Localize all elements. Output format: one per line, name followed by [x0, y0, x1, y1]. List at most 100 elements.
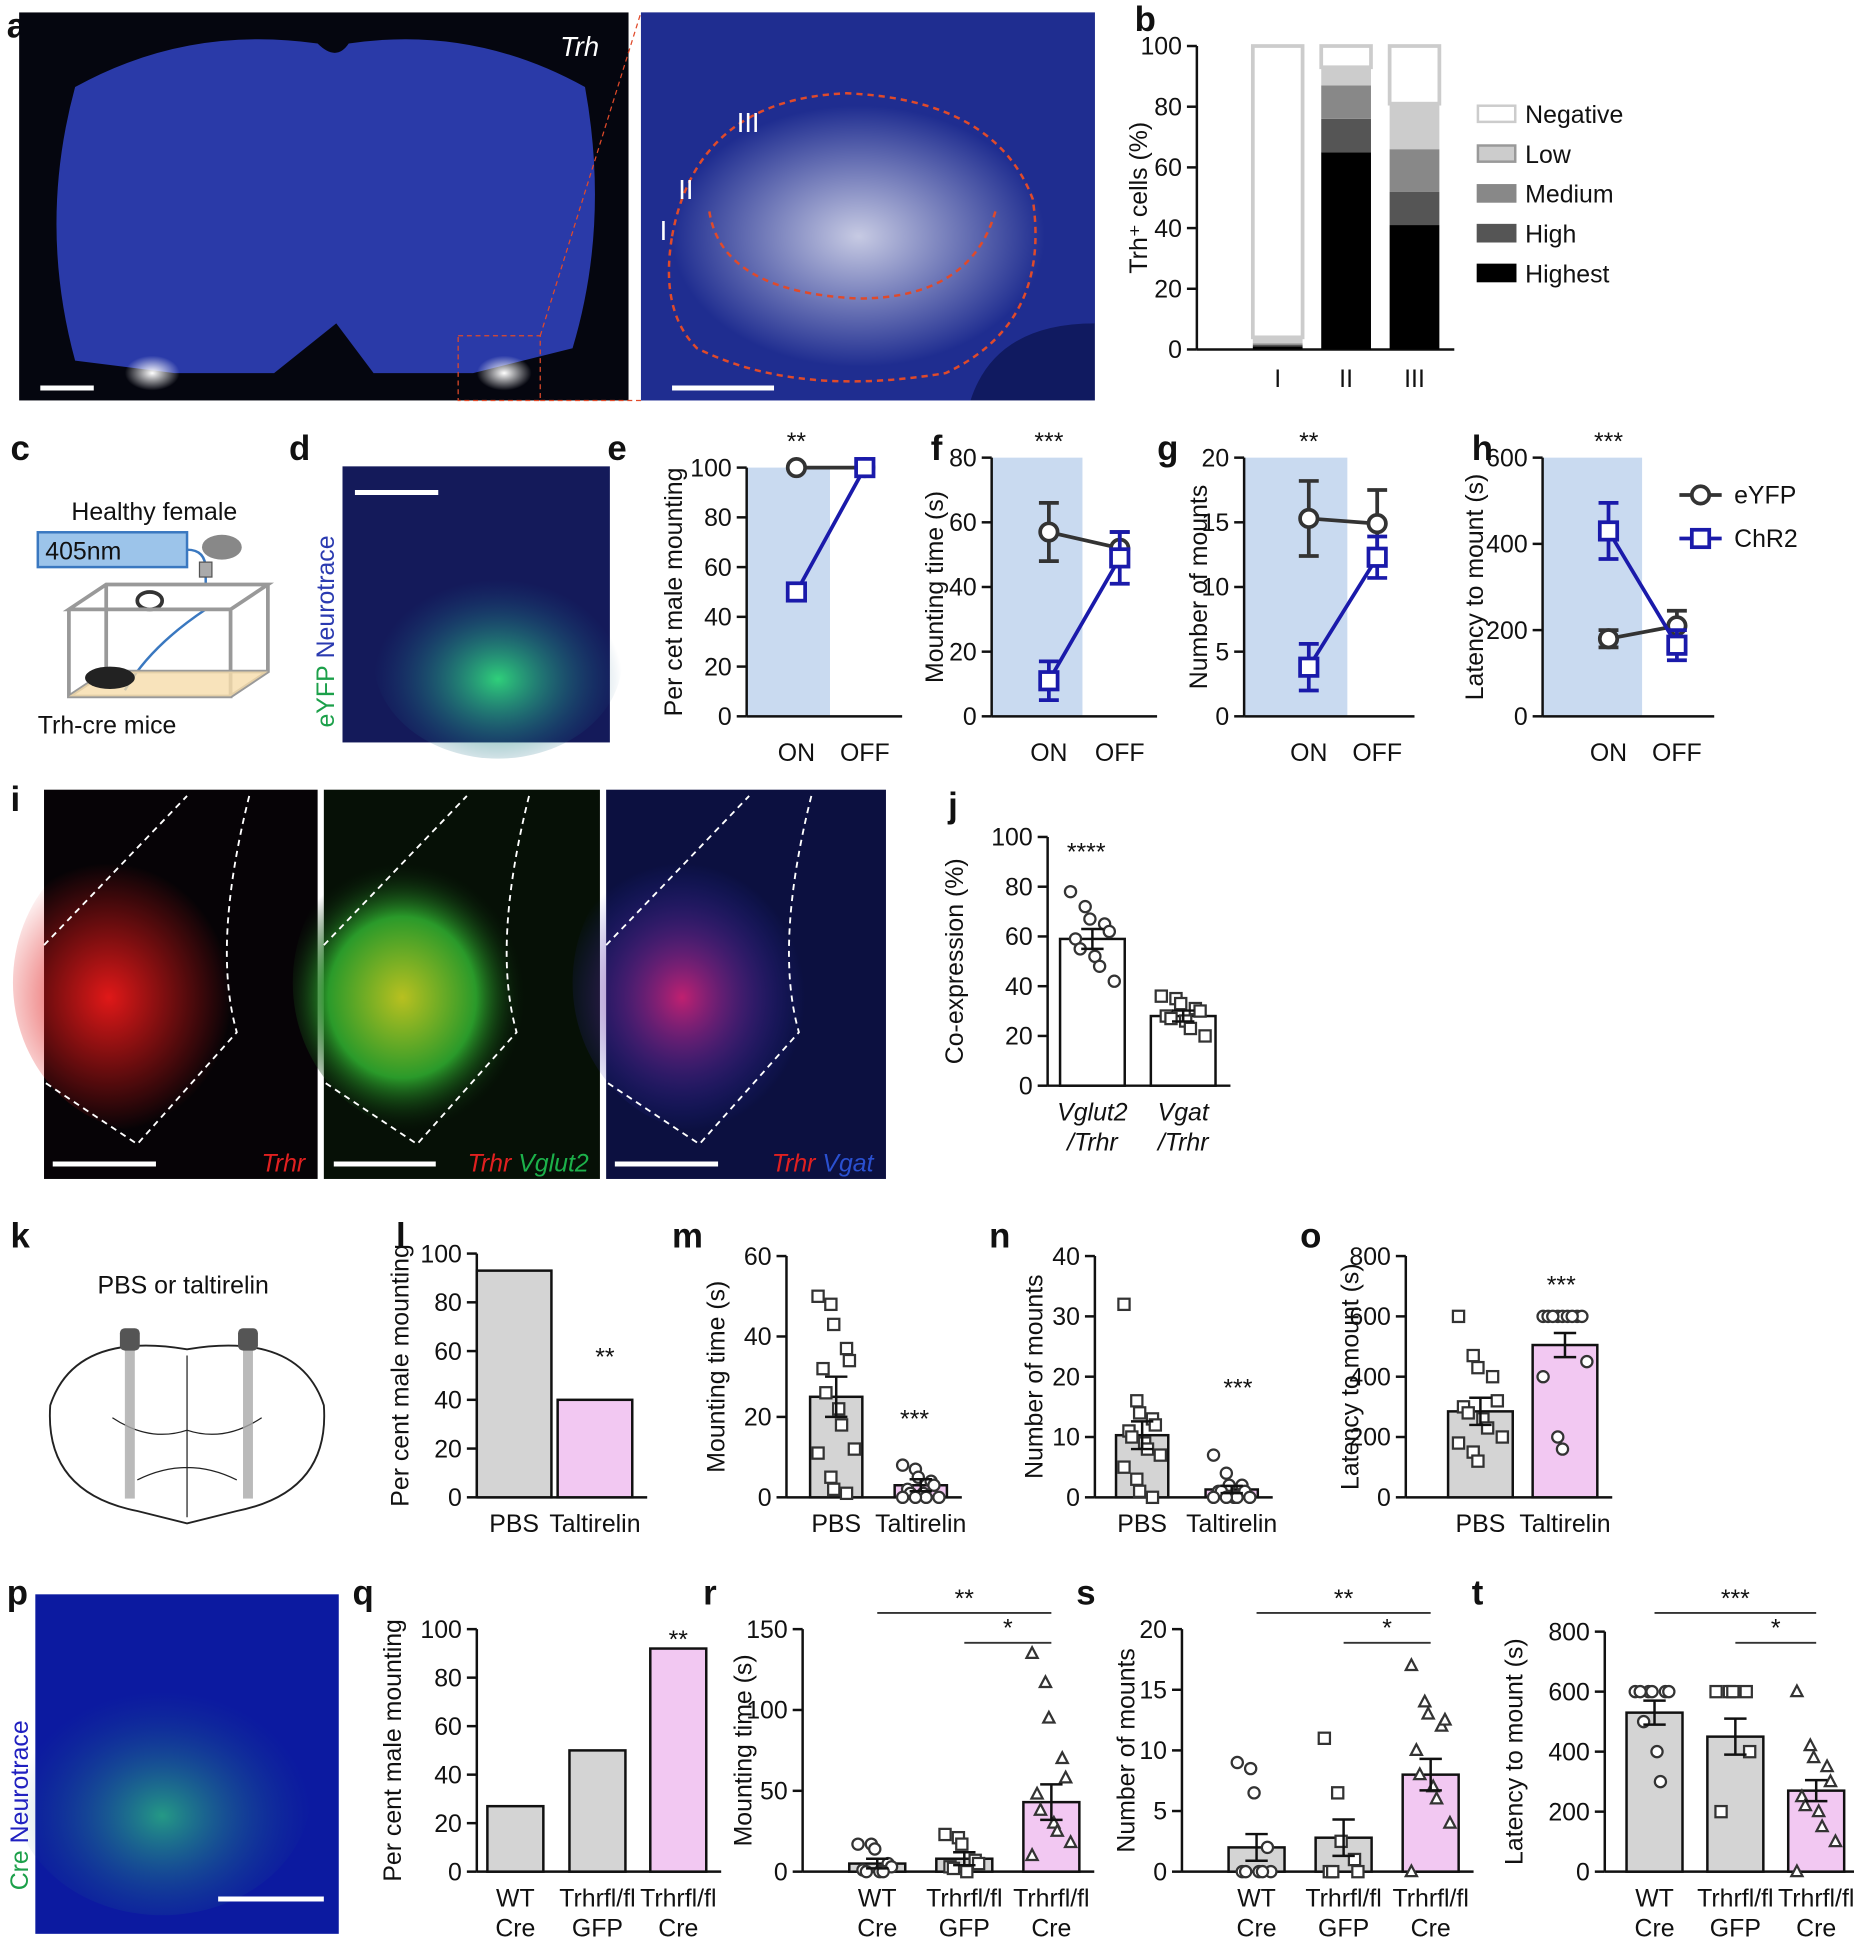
x-tick-label: Trhrfl/fl — [1392, 1884, 1468, 1912]
marker — [1038, 521, 1060, 543]
y-tick-label: 50 — [760, 1778, 788, 1806]
marker — [971, 1856, 986, 1871]
y-tick-label: 0 — [1168, 336, 1182, 364]
y-tick-label: 600 — [1486, 444, 1527, 472]
marker — [1298, 656, 1320, 678]
brain-section — [56, 39, 595, 374]
error-bar — [825, 1375, 848, 1419]
y-tick-label: 0 — [448, 1484, 462, 1512]
female-mouse — [201, 534, 242, 560]
y-tick-label: 40 — [434, 1387, 462, 1415]
marker — [1666, 634, 1688, 656]
y-tick-label: 400 — [1349, 1363, 1390, 1391]
legend-marker — [1689, 484, 1712, 506]
bar-segment — [1389, 225, 1440, 350]
marker — [831, 1402, 846, 1416]
x-tick-label: Taltirelin — [549, 1510, 640, 1538]
y-axis-label: Mounting time (s) — [730, 1654, 758, 1846]
y-tick-label: 400 — [1548, 1738, 1589, 1766]
significance: * — [1382, 1615, 1392, 1643]
y-tick-label: 60 — [1005, 923, 1033, 951]
y-tick-label: 5 — [1215, 638, 1229, 666]
marker — [1806, 1749, 1822, 1764]
panel-letter: f — [931, 429, 943, 468]
y-tick-label: 20 — [949, 638, 977, 666]
bar-segment — [1389, 191, 1440, 226]
y-tick-label: 30 — [1052, 1303, 1080, 1331]
significance: *** — [1223, 1375, 1252, 1403]
x-tick-label: OFF — [1652, 739, 1702, 767]
x-tick-label: Trhrfl/fl — [1305, 1884, 1381, 1912]
caption-part: Vgat — [822, 1149, 874, 1177]
significance: *** — [1034, 428, 1063, 456]
marker — [811, 1289, 825, 1303]
marker — [1238, 1864, 1253, 1879]
error-bar — [1220, 1484, 1243, 1495]
x-tick-label: Trhrfl/fl — [559, 1884, 635, 1912]
x-tick-label: Cre — [1237, 1914, 1277, 1942]
marker — [1255, 1864, 1270, 1879]
marker — [1033, 1801, 1048, 1816]
panel-letter: b — [1135, 0, 1156, 39]
panel-letter: n — [989, 1216, 1010, 1255]
y-tick-label: 100 — [690, 454, 731, 482]
expression — [572, 833, 847, 1132]
marker — [1317, 1731, 1332, 1745]
marker — [1739, 1684, 1753, 1699]
panel-letter: d — [289, 429, 310, 468]
x-tick-label: ON — [1290, 739, 1327, 767]
x-tick-label: PBS — [489, 1510, 539, 1538]
marker — [834, 1418, 849, 1432]
y-tick-label: 0 — [1066, 1484, 1080, 1512]
y-tick-label: 150 — [746, 1616, 787, 1644]
legend-label: ChR2 — [1734, 525, 1798, 553]
y-tick-label: 0 — [963, 703, 977, 731]
marker — [1726, 1684, 1740, 1699]
marker — [1412, 1766, 1428, 1781]
marker — [785, 581, 807, 603]
marker — [1243, 1761, 1258, 1776]
series-line — [794, 466, 867, 593]
marker — [1366, 546, 1388, 568]
bar-segment — [1319, 44, 1373, 70]
y-axis-label: Latency to mount (s) — [1461, 474, 1489, 701]
stain: Neurotrace — [6, 1720, 34, 1843]
y-axis-label: Co-expression (%) — [941, 858, 969, 1064]
marker — [1130, 1394, 1144, 1408]
y-tick-label: 20 — [1052, 1363, 1080, 1391]
marker — [1633, 1684, 1647, 1699]
bar-segment — [1252, 343, 1303, 345]
series-line — [1606, 529, 1679, 647]
marker — [955, 1837, 969, 1851]
marker — [919, 1490, 933, 1505]
error-bar — [1332, 1818, 1355, 1858]
x-tick-label: Trhrfl/fl — [1013, 1884, 1089, 1912]
marker — [1024, 1644, 1040, 1659]
marker — [839, 1486, 854, 1501]
panel-letter: h — [1472, 429, 1493, 468]
marker — [1742, 1744, 1757, 1759]
panel-letter: l — [396, 1216, 406, 1255]
panel-letter: t — [1472, 1573, 1484, 1612]
legend-label: Medium — [1525, 181, 1613, 209]
bar-segment — [1252, 346, 1303, 350]
y-axis-label: Trh⁺ cells (%) — [1125, 122, 1153, 274]
marker — [1206, 1448, 1221, 1462]
y-tick-label: 20 — [744, 1404, 772, 1432]
series-line — [1047, 556, 1122, 682]
y-tick-label: 80 — [704, 504, 732, 532]
marker — [1049, 1822, 1065, 1837]
y-axis-label: Number of mounts — [1113, 1648, 1141, 1852]
significance: *** — [1547, 1271, 1576, 1299]
marker — [1330, 1786, 1345, 1800]
stain: eYFP — [312, 665, 340, 727]
error-bar — [1245, 1832, 1268, 1862]
x-tick-label: WT — [496, 1884, 535, 1912]
x-tick-label: Trhrfl/fl — [1697, 1884, 1773, 1912]
fiber — [123, 548, 207, 691]
marker — [1442, 1814, 1458, 1829]
significance: ** — [1299, 428, 1319, 456]
marker — [1260, 1840, 1275, 1855]
y-axis-label: Mounting time (s) — [702, 1281, 730, 1473]
legend-swatch — [1476, 223, 1517, 243]
